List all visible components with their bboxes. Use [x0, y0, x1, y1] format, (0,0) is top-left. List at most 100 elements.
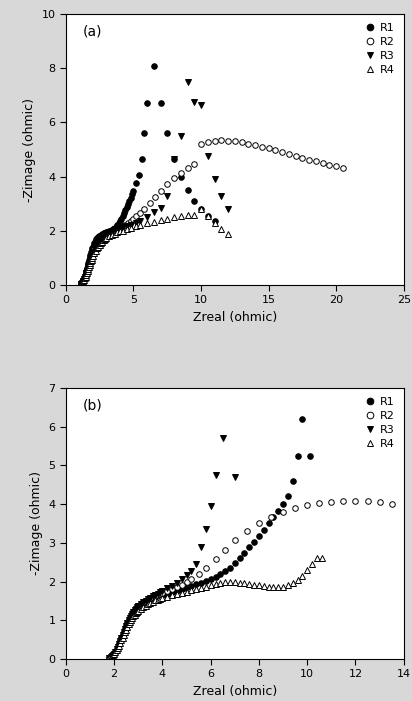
Line: R4: R4: [78, 206, 231, 287]
R3: [124, 622, 129, 630]
Line: R1: R1: [78, 62, 218, 287]
R3: [130, 609, 135, 618]
R2: [219, 136, 224, 144]
R3: [126, 616, 131, 625]
R2: [125, 619, 130, 627]
R4: [126, 620, 131, 629]
R3: [127, 613, 132, 622]
R2: [107, 654, 112, 662]
X-axis label: Zreal (ohmic): Zreal (ohmic): [193, 685, 277, 698]
R3: [189, 566, 194, 575]
R3: [174, 578, 179, 587]
R4: [81, 278, 86, 286]
Line: R3: R3: [78, 79, 231, 287]
Text: (b): (b): [83, 399, 103, 413]
R3: [208, 502, 213, 510]
R3: [125, 619, 130, 627]
R3: [91, 247, 96, 256]
R3: [107, 654, 112, 662]
Y-axis label: -Zimage (ohmic): -Zimage (ohmic): [30, 472, 43, 576]
R1: [118, 637, 123, 646]
R3: [179, 575, 184, 583]
R3: [136, 602, 141, 611]
R3: [194, 560, 199, 569]
R1: [257, 531, 262, 540]
R3: [170, 582, 175, 590]
Line: R1: R1: [107, 416, 312, 661]
R3: [185, 78, 190, 86]
R2: [150, 593, 155, 601]
R4: [117, 227, 122, 236]
R3: [78, 280, 83, 289]
R1: [170, 587, 175, 596]
R1: [93, 236, 98, 245]
R4: [78, 280, 83, 289]
R3: [112, 649, 117, 658]
R1: [94, 236, 99, 244]
R3: [145, 595, 150, 604]
R4: [199, 205, 204, 213]
R3: [115, 643, 120, 651]
R4: [91, 252, 96, 261]
R3: [129, 611, 133, 620]
R2: [128, 217, 133, 225]
R3: [98, 233, 103, 242]
R3: [118, 637, 123, 646]
R3: [213, 471, 218, 479]
R3: [184, 571, 189, 580]
R2: [100, 232, 105, 240]
R4: [205, 212, 210, 220]
Line: R4: R4: [107, 554, 325, 661]
R3: [112, 225, 117, 233]
R2: [353, 497, 358, 505]
R1: [307, 451, 312, 460]
R4: [107, 654, 112, 662]
Line: R2: R2: [107, 498, 394, 661]
R4: [98, 239, 103, 247]
R1: [205, 212, 210, 220]
R4: [314, 553, 319, 562]
R2: [118, 637, 123, 646]
R3: [155, 590, 160, 598]
R2: [108, 227, 113, 236]
R3: [113, 648, 118, 656]
R3: [119, 634, 124, 642]
R3: [204, 525, 208, 533]
R4: [184, 587, 189, 596]
R1: [212, 217, 217, 226]
R4: [145, 600, 150, 608]
R3: [114, 645, 119, 653]
R2: [89, 254, 94, 262]
Line: R3: R3: [107, 435, 238, 661]
R3: [110, 651, 115, 659]
R3: [108, 653, 113, 662]
R3: [157, 588, 162, 597]
R1: [252, 538, 257, 546]
R3: [165, 584, 170, 592]
Y-axis label: -Zimage (ohmic): -Zimage (ohmic): [23, 97, 36, 201]
R3: [148, 594, 153, 602]
R4: [286, 581, 290, 590]
R1: [87, 253, 92, 261]
X-axis label: Zreal (ohmic): Zreal (ohmic): [193, 311, 277, 324]
R3: [132, 606, 137, 614]
R3: [109, 652, 114, 660]
R2: [101, 231, 106, 239]
R3: [205, 152, 210, 161]
R3: [220, 434, 225, 442]
R3: [81, 276, 86, 285]
R1: [107, 654, 112, 662]
Legend: R1, R2, R3, R4: R1, R2, R3, R4: [362, 393, 398, 452]
R3: [120, 631, 125, 639]
R2: [340, 164, 345, 172]
R2: [389, 500, 394, 508]
R1: [82, 273, 87, 282]
R3: [117, 640, 122, 648]
R3: [160, 587, 165, 595]
R2: [78, 280, 83, 289]
R4: [112, 229, 117, 238]
R4: [226, 229, 231, 238]
R2: [109, 652, 114, 660]
R2: [204, 564, 208, 572]
R3: [226, 205, 231, 213]
